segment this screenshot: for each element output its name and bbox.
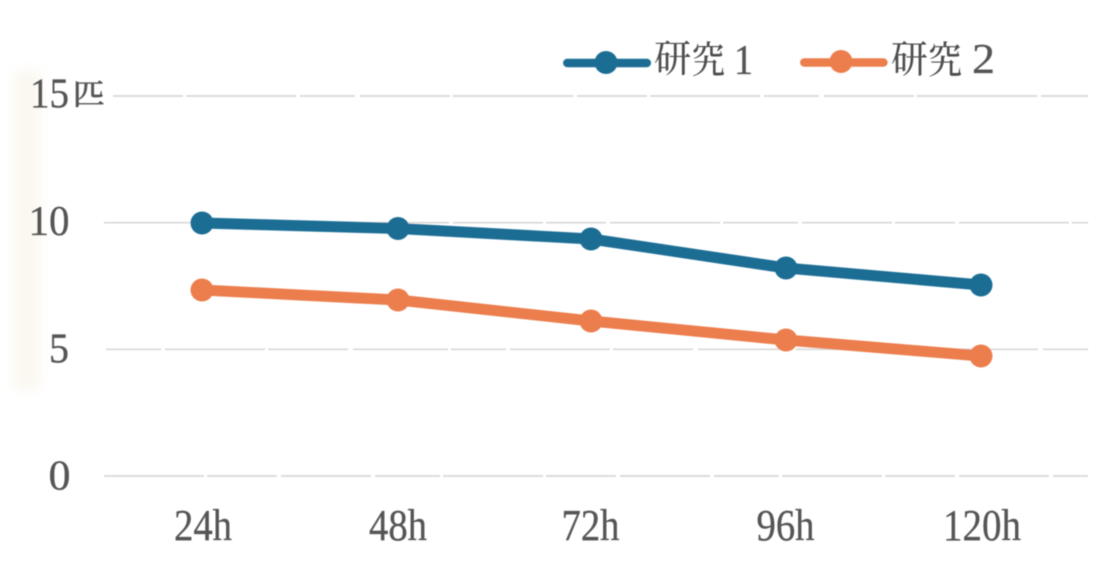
- svg-text:15: 15: [30, 72, 69, 118]
- svg-text:10: 10: [29, 199, 70, 245]
- svg-text:48h: 48h: [369, 501, 427, 550]
- svg-text:2: 2: [972, 37, 995, 83]
- svg-text:120h: 120h: [943, 501, 1021, 550]
- svg-text:72h: 72h: [562, 501, 620, 550]
- svg-text:96h: 96h: [757, 501, 815, 550]
- svg-text:1: 1: [734, 38, 753, 84]
- svg-text:24h: 24h: [174, 501, 232, 550]
- svg-text:0: 0: [49, 454, 71, 500]
- svg-text:5: 5: [49, 327, 69, 373]
